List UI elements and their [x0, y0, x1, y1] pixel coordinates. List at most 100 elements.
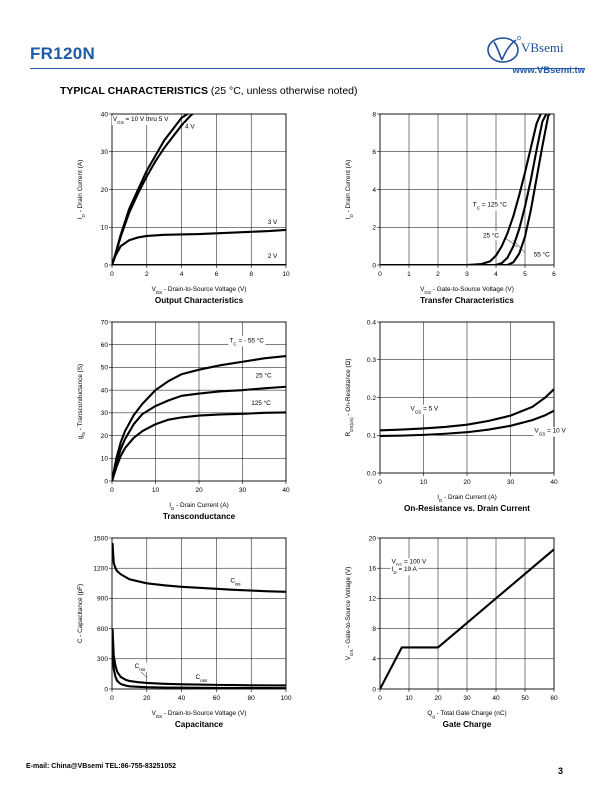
- y-axis-label-part: C - Capacitance (pF): [77, 584, 84, 643]
- tick-label-y: 0: [104, 262, 108, 269]
- series-annotation-part: 25 °C: [256, 372, 272, 380]
- tick-label-x: 40: [178, 695, 186, 702]
- tick-label-x: 50: [521, 695, 529, 702]
- tick-label-x: 10: [152, 487, 160, 494]
- series-annotation-part: iss: [235, 581, 241, 586]
- annotation-bg: [254, 371, 273, 381]
- y-axis-label: ID - Drain Current (A): [345, 160, 354, 219]
- tick-label-x: 0: [378, 479, 382, 486]
- tick-label-x: 40: [492, 695, 500, 702]
- y-axis-label-part: GS: [349, 649, 354, 656]
- tick-label-y: 8: [372, 111, 376, 118]
- tick-label-x: 1: [407, 271, 411, 278]
- plot-frame: [379, 321, 555, 474]
- tick-label-y: 4: [372, 656, 376, 663]
- y-axis-label-part: R: [345, 431, 352, 436]
- tick-label-y: 12: [369, 596, 377, 603]
- series-line: [112, 385, 286, 481]
- series-annotation: 2 V: [268, 253, 278, 260]
- tick-label-x: 0: [378, 271, 382, 278]
- annotation-bg: [409, 404, 440, 415]
- series-annotation-part: = 5 V: [421, 405, 439, 412]
- series-annotation-part: C: [230, 577, 235, 584]
- tick-label-y: 0.3: [367, 357, 376, 364]
- tick-label-y: 1500: [93, 535, 108, 542]
- tick-label-y: 4: [372, 187, 376, 194]
- annotation-bg: [194, 673, 209, 683]
- series-annotation: 25 °C: [256, 372, 272, 380]
- y-axis-label-part: DS(on): [349, 417, 354, 432]
- page-number: 3: [558, 766, 564, 776]
- series-annotation: VDS = 100 V: [392, 559, 427, 568]
- series-annotation-part: = 10 V thru 5 V: [124, 116, 169, 123]
- tick-label-y: 0.0: [367, 470, 376, 477]
- tick-label-y: 0.4: [367, 319, 376, 326]
- tick-label-y: 10: [101, 456, 109, 463]
- x-axis-label-part: Q: [427, 710, 432, 717]
- annotation-bg: [532, 250, 552, 260]
- tick-label-x: 6: [552, 271, 556, 278]
- chart-capacitance: 0 20 40 60 80 100030060090012001500CissCrssCo…: [77, 535, 292, 729]
- annotation-bg: [266, 252, 280, 261]
- series-annotation-part: T: [473, 201, 477, 208]
- plot-frame: [111, 537, 287, 690]
- series-annotation: 3 V: [268, 219, 278, 226]
- series-annotation: ID = 19 A: [392, 566, 418, 575]
- tick-label-y: 6: [372, 149, 376, 156]
- series-annotation-part: GS: [117, 120, 124, 125]
- section-title: TYPICAL CHARACTERISTICS: [60, 85, 208, 97]
- footer-contact: E-mail: China@VBsemi TEL:86-755-83251052: [26, 763, 177, 770]
- series-line: [380, 548, 554, 689]
- series-annotation-part: C: [233, 341, 237, 346]
- series-annotation-part: = 100 V: [402, 559, 427, 566]
- tick-label-y: 30: [101, 410, 109, 417]
- x-axis-label-part: DS: [156, 714, 162, 719]
- leader-line: [513, 240, 526, 253]
- annotation-bg: [229, 576, 243, 587]
- annotation-bg: [266, 218, 280, 227]
- series-annotation: VGS = 10 V thru 5 V: [113, 116, 169, 125]
- series-line: [112, 228, 286, 265]
- series-line: [112, 114, 195, 265]
- tick-label-y: 0: [104, 478, 108, 485]
- tick-label-y: 50: [101, 365, 109, 372]
- tick-label-x: 10: [405, 695, 413, 702]
- series-annotation-part: T: [229, 337, 233, 344]
- tick-label-x: 80: [248, 695, 256, 702]
- vbsemi-logo: [487, 36, 521, 63]
- chart-title: Transconductance: [163, 512, 236, 521]
- tick-label-x: 40: [282, 487, 290, 494]
- x-axis-label-part: - Drain-to-Source Voltage (V): [162, 710, 246, 717]
- tick-label-y: 40: [101, 111, 109, 118]
- x-axis-label-part: - Drain Current (A): [442, 494, 496, 501]
- series-annotation-part: V: [410, 405, 415, 412]
- chart-title: Capacitance: [175, 720, 224, 729]
- series-annotation-part: = - 55 °C: [237, 336, 265, 344]
- series-line: [112, 355, 286, 481]
- series-annotation-part: 2 V: [268, 253, 278, 260]
- tick-label-y: 600: [97, 626, 108, 633]
- tick-label-x: 60: [213, 695, 221, 702]
- series-annotation-part: I: [392, 566, 394, 573]
- tick-label-y: 0.1: [367, 433, 376, 440]
- y-axis-label: RDS(on) - On-Resistance (Ω): [345, 359, 354, 437]
- series-line: [380, 114, 542, 265]
- x-axis-label-part: D: [439, 498, 443, 503]
- y-axis-label-part: - Drain Current (A): [345, 160, 352, 214]
- series-annotation: TC = 125 °C: [473, 200, 508, 210]
- series-annotation: 55 °C: [534, 251, 550, 259]
- series-line: [380, 388, 554, 432]
- x-axis-label: VGS - Gate-to-Source Voltage (V): [420, 286, 514, 295]
- x-axis-label-part: V: [152, 710, 157, 717]
- tick-label-y: 0: [372, 262, 376, 269]
- tick-label-y: 10: [101, 225, 109, 232]
- series-annotation-part: GS: [415, 409, 422, 414]
- annotation-bg: [111, 115, 171, 126]
- website-link[interactable]: www.VBsemi.tw: [512, 65, 586, 76]
- series-annotation: VGS = 10 V: [534, 428, 566, 437]
- series-annotation-part: oss: [200, 677, 208, 682]
- y-axis-label: gfs - Transconductance (S): [77, 364, 86, 439]
